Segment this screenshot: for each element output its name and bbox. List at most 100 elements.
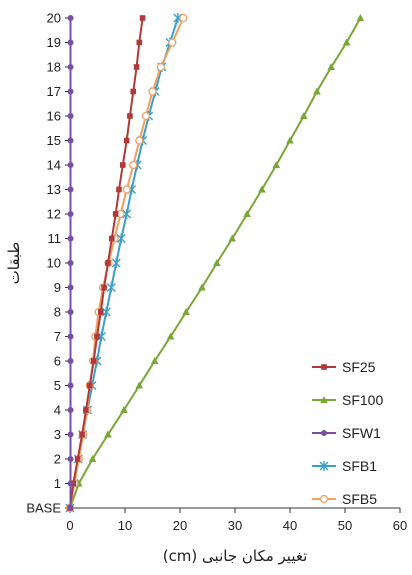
data-point-sfw1 (67, 407, 74, 413)
y-tick-label: 2 (54, 452, 61, 467)
data-point-sf25 (120, 162, 126, 168)
data-point-sfb1 (106, 282, 116, 293)
data-point-sfw1 (67, 113, 74, 119)
data-point-sf100 (150, 357, 159, 364)
y-tick-label: 11 (48, 231, 62, 246)
legend-swatch-marker (321, 430, 327, 436)
legend-swatch-marker (319, 494, 329, 504)
data-point-sf100 (272, 161, 281, 168)
y-tick-label: 3 (54, 427, 61, 442)
data-point-sf100 (299, 112, 308, 119)
data-point-sfw1 (67, 137, 74, 144)
x-tick-label: 10 (118, 518, 132, 533)
data-point-sf25 (127, 113, 133, 119)
data-point-sfb1 (116, 233, 126, 244)
data-point-sfw1 (67, 260, 74, 266)
x-tick-label: 60 (393, 518, 407, 533)
legend-label: SF100 (342, 392, 383, 408)
data-point-sfw1 (67, 15, 74, 21)
data-point-sfb5 (168, 38, 177, 47)
data-point-sfw1 (67, 64, 74, 70)
data-point-sfw1 (67, 211, 74, 217)
data-point-sfb5 (129, 160, 138, 170)
data-point-sf100 (313, 87, 321, 95)
data-point-sf25 (98, 309, 104, 315)
series-sfw1 (67, 15, 74, 511)
data-point-sf100 (104, 430, 112, 438)
data-point-sf25 (74, 456, 81, 462)
data-point-sf100 (243, 210, 251, 217)
y-tick-label: 18 (47, 60, 61, 75)
data-point-sf25 (136, 39, 143, 46)
y-tick-label: 17 (47, 84, 61, 99)
legend-item-sfb1: SFB1 (312, 458, 377, 474)
legend-label: SF25 (342, 359, 376, 375)
series-sf25 (67, 15, 146, 511)
y-tick-label: 6 (54, 354, 61, 369)
data-point-sfw1 (67, 333, 74, 340)
data-point-sfw1 (67, 309, 74, 315)
y-tick-label: 14 (47, 158, 61, 173)
y-tick-label: 12 (47, 207, 61, 222)
data-point-sf100 (213, 259, 221, 266)
x-tick-label: 30 (228, 518, 242, 533)
data-point-sfb5 (141, 111, 151, 121)
data-point-sfb5 (156, 62, 165, 72)
y-tick-label: 15 (47, 133, 61, 148)
data-point-sfw1 (67, 39, 74, 46)
data-point-sfb5 (122, 185, 131, 194)
data-point-sf100 (228, 234, 237, 242)
y-tick-label: 1 (54, 476, 61, 491)
data-point-sf25 (116, 186, 122, 193)
legend-label: SFW1 (342, 425, 381, 441)
data-point-sf25 (130, 88, 137, 95)
y-tick-label: 13 (47, 182, 61, 197)
x-tick-label: 20 (173, 518, 187, 533)
y-tick-label: 7 (54, 329, 61, 344)
x-ticks: 0 10 20 30 40 50 60 (66, 508, 407, 533)
x-tick-label: 40 (283, 518, 297, 533)
x-tick-label: 50 (338, 518, 352, 533)
data-point-sf25 (109, 235, 115, 242)
legend-item-sf100: SF100 (312, 392, 383, 408)
data-point-sfb1 (122, 209, 132, 219)
data-point-sfw1 (67, 186, 74, 193)
data-point-sf25 (133, 64, 140, 70)
data-point-sf25 (139, 15, 146, 21)
y-tick-label: 20 (47, 11, 61, 26)
data-point-sfb5 (179, 13, 188, 23)
legend-swatch-marker (320, 396, 328, 403)
y-tick-label: BASE (26, 501, 61, 516)
data-point-sfw1 (67, 431, 74, 438)
data-point-sfb1 (101, 307, 111, 317)
data-point-sf100 (327, 63, 336, 70)
data-point-sfw1 (67, 235, 74, 242)
data-point-sfb5 (135, 136, 144, 145)
data-point-sf25 (123, 137, 130, 144)
data-point-sf25 (87, 382, 93, 389)
y-tick-label: 10 (47, 256, 61, 271)
data-point-sf25 (105, 260, 111, 266)
data-point-sfw1 (67, 456, 74, 462)
data-point-sf100 (258, 185, 266, 193)
data-point-sf100 (198, 283, 206, 291)
y-tick-label: 16 (47, 109, 61, 124)
series-layer (65, 13, 365, 513)
data-point-sf100 (342, 38, 351, 46)
y-axis-title: طبقات (5, 242, 23, 285)
data-point-sfw1 (67, 358, 74, 364)
legend-item-sf25: SF25 (312, 359, 376, 375)
x-axis-title: تغییر مکان جانبی (cm) (163, 547, 308, 565)
data-point-sf100 (286, 136, 294, 144)
data-point-sfw1 (67, 88, 74, 95)
data-point-sf100 (120, 406, 128, 413)
data-point-sfb5 (148, 87, 157, 96)
data-point-sf100 (182, 308, 190, 315)
x-tick-label: 0 (66, 518, 73, 533)
legend: SF25 SF100 SFW1 SFB1 SFB5 (312, 359, 383, 507)
y-tick-label: 4 (54, 403, 61, 418)
y-tick-label: 9 (54, 280, 61, 295)
data-point-sf25 (112, 211, 119, 217)
data-point-sfw1 (67, 505, 74, 511)
